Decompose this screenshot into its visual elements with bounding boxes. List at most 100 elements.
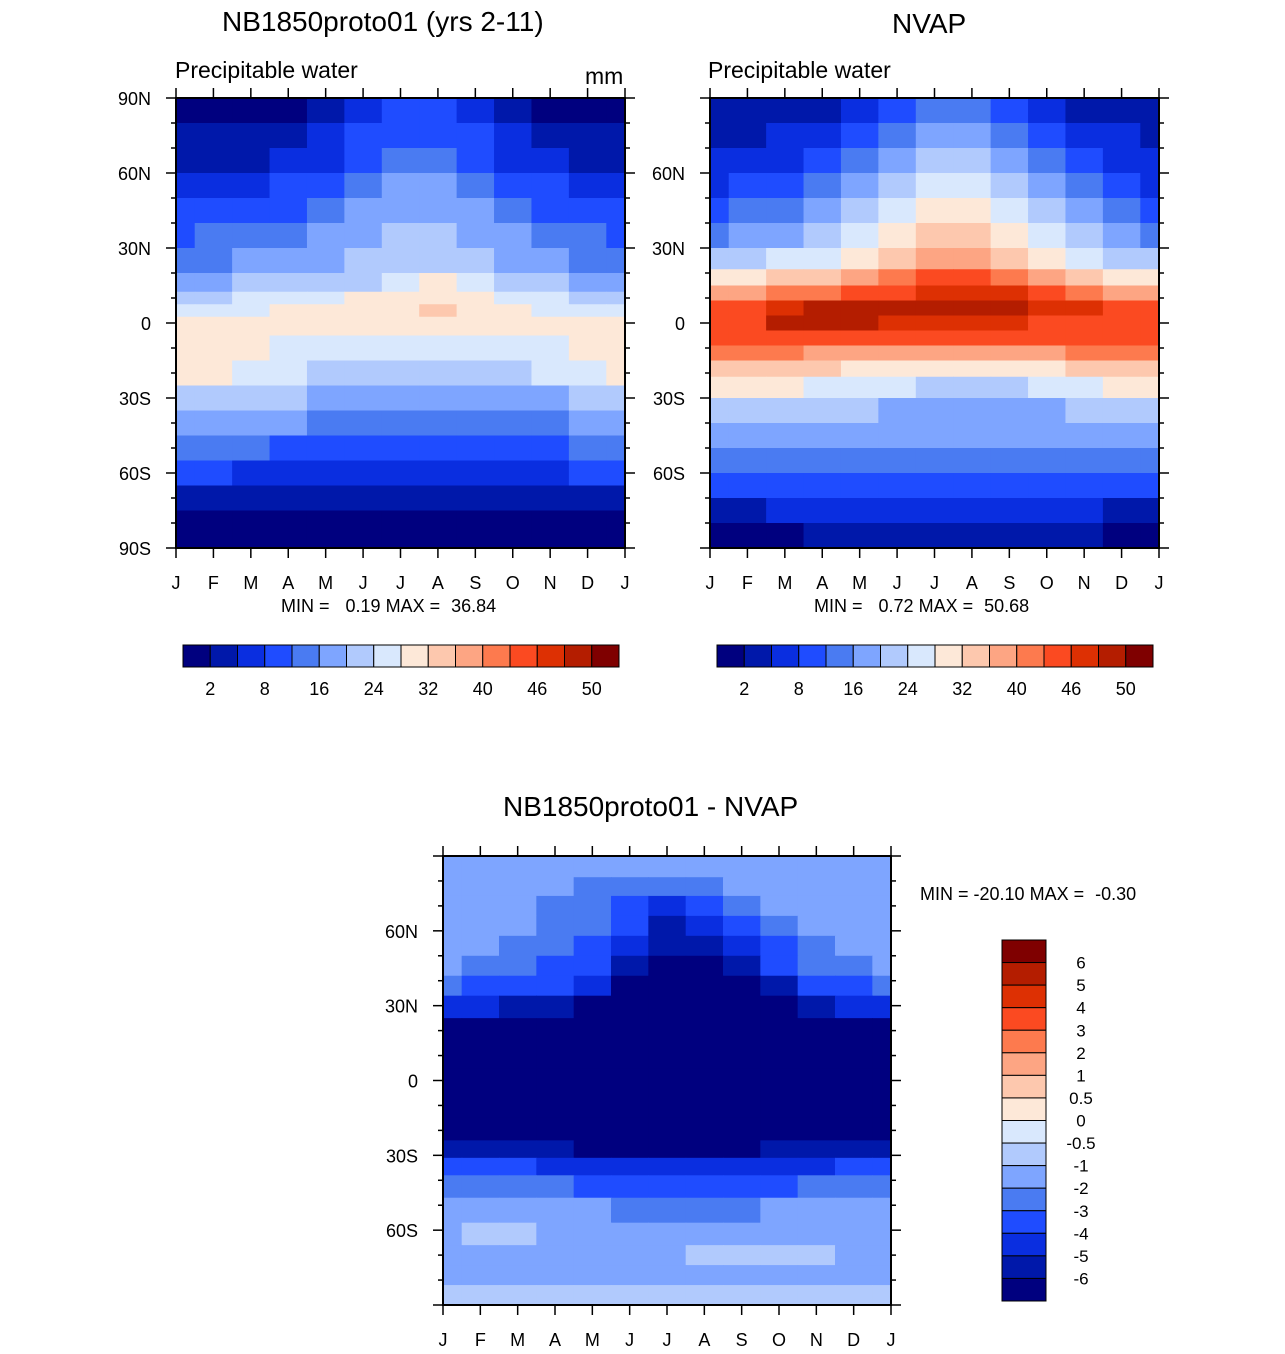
diff-cell (835, 1285, 873, 1306)
obs-cell (878, 360, 917, 378)
diff-cell (499, 1265, 537, 1286)
model-cell (456, 198, 495, 224)
diff-cell (835, 1265, 873, 1286)
model-colorbar-box (455, 644, 484, 668)
diff-cell (461, 1285, 500, 1306)
obs-cell (990, 473, 1029, 499)
diff-cell (573, 1157, 612, 1176)
obs-xtick-label: S (1003, 573, 1015, 593)
obs-cell (1065, 198, 1104, 224)
model-cell (456, 460, 495, 487)
model-cell (344, 316, 383, 337)
obs-cell (710, 98, 730, 124)
model-cell (381, 335, 420, 362)
diff-cell (723, 915, 761, 937)
model-xtick-label: F (208, 573, 219, 593)
model-cell (176, 123, 196, 149)
diff-colorbar-box (1001, 1255, 1047, 1279)
diff-cell (835, 1068, 873, 1094)
diff-colorbar-box (1001, 1210, 1047, 1234)
model-cell (381, 510, 420, 534)
diff-cell (461, 856, 500, 878)
model-cell (456, 123, 495, 149)
obs-cell (1028, 498, 1067, 524)
diff-cell (723, 877, 761, 897)
obs-cell (878, 473, 917, 499)
obs-ytick-label: 0 (675, 314, 685, 334)
model-cell (306, 485, 345, 512)
diff-cell (835, 1157, 873, 1176)
obs-cell (915, 315, 954, 332)
model-cell (176, 460, 196, 487)
diff-cell (835, 915, 873, 937)
diff-cell (835, 895, 873, 917)
model-colorbar-box (509, 644, 538, 668)
diff-cell (611, 1157, 649, 1176)
diff-cell (685, 877, 724, 897)
obs-cell (1102, 473, 1141, 499)
obs-cell (728, 269, 767, 287)
diff-cell (443, 1092, 463, 1119)
diff-cell (723, 1140, 761, 1159)
model-cell (344, 98, 383, 124)
diff-xtick-label: M (510, 1330, 525, 1350)
diff-cell (872, 975, 892, 997)
model-cell (419, 410, 458, 437)
diff-cell (872, 1157, 892, 1176)
diff-cell (573, 1068, 612, 1094)
diff-cell (760, 1092, 799, 1119)
obs-cell (710, 330, 730, 347)
model-cell (531, 460, 570, 487)
diff-cell (723, 1043, 761, 1069)
diff-cell (872, 1285, 892, 1306)
obs-cell (878, 330, 917, 347)
obs-cell (990, 360, 1029, 378)
diff-cell (461, 1117, 500, 1141)
obs-cell (728, 300, 767, 317)
obs-cell (878, 285, 917, 302)
model-cell (494, 198, 533, 224)
diff-xtick-label: J (625, 1330, 634, 1350)
obs-cell (840, 398, 879, 424)
obs-cell (953, 330, 992, 347)
diff-cell (499, 1043, 537, 1069)
diff-colorbar-label: -6 (1073, 1269, 1088, 1288)
diff-cell (797, 1265, 836, 1286)
model-cell (381, 360, 420, 387)
diff-cell (499, 877, 537, 897)
diff-cell (648, 1018, 687, 1044)
obs-cell (803, 523, 842, 549)
diff-cell (835, 877, 873, 897)
model-cell (531, 435, 570, 462)
model-cell (176, 291, 196, 305)
obs-cell (1140, 269, 1160, 287)
obs-xtick-label: J (706, 573, 715, 593)
obs-cell (766, 198, 805, 224)
obs-cell (878, 198, 917, 224)
diff-cell (573, 877, 612, 897)
obs-cell (728, 148, 767, 174)
diff-cell (835, 1018, 873, 1044)
diff-min-value: -20.10 (973, 884, 1025, 904)
diff-xtick-label: J (439, 1330, 448, 1350)
diff-cell (797, 1197, 836, 1224)
diff-cell (648, 1068, 687, 1094)
model-cell (456, 385, 495, 412)
diff-cell (872, 955, 892, 977)
obs-cell (766, 173, 805, 199)
obs-cell (878, 248, 917, 270)
model-cell (456, 173, 495, 199)
diff-cell (611, 1018, 649, 1044)
obs-cell (915, 248, 954, 270)
model-cell (344, 148, 383, 174)
model-colorbar-box (400, 644, 429, 668)
model-cell (194, 460, 233, 487)
diff-cell (648, 1092, 687, 1119)
obs-xtick-label: D (1115, 573, 1128, 593)
model-cell (232, 510, 271, 534)
obs-cell (990, 98, 1029, 124)
obs-colorbar-box (907, 644, 936, 668)
obs-cell (803, 285, 842, 302)
diff-cell (443, 1018, 463, 1044)
obs-cell (766, 448, 805, 474)
